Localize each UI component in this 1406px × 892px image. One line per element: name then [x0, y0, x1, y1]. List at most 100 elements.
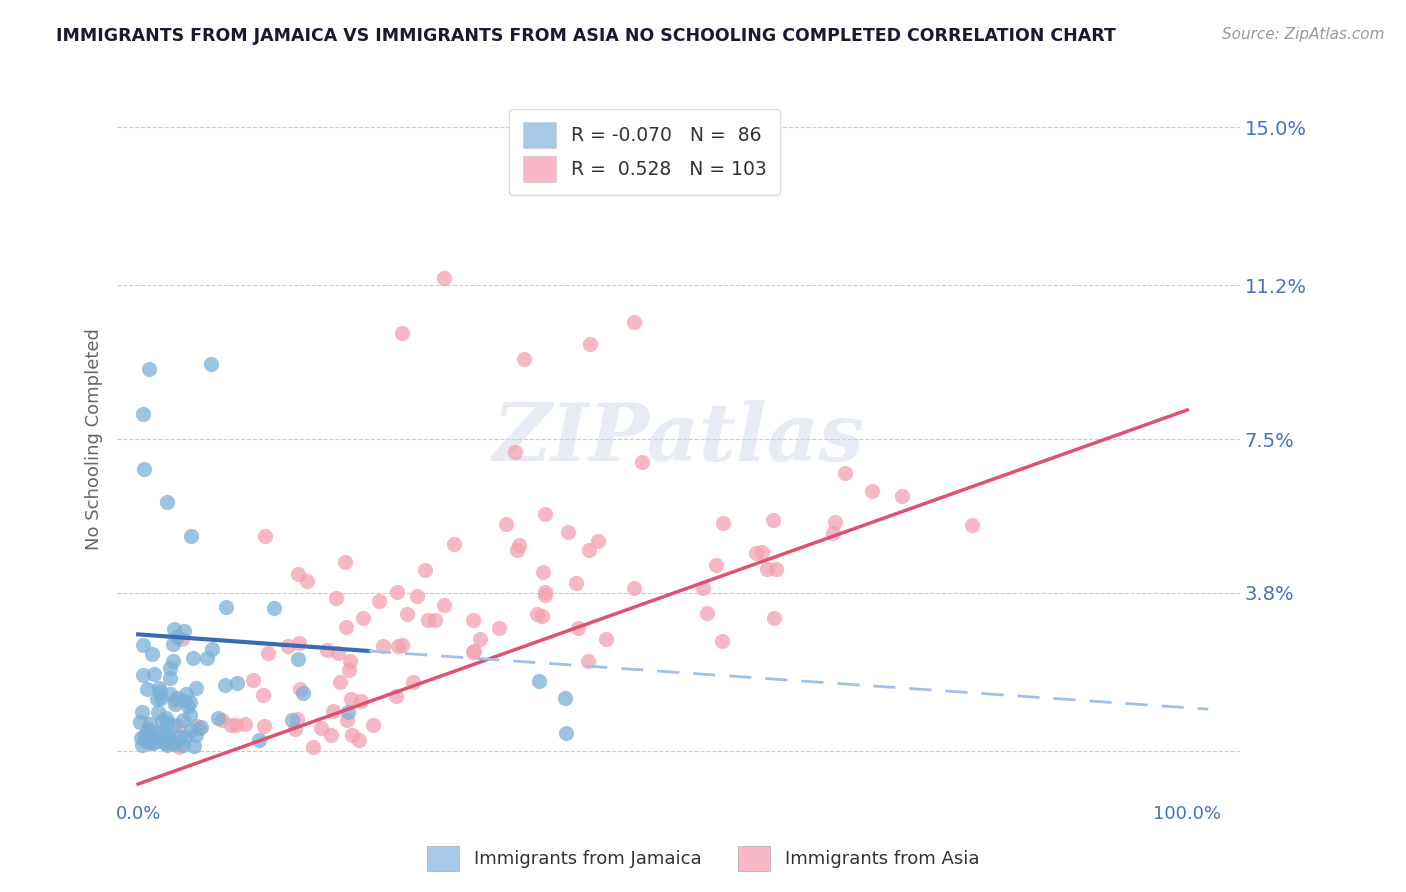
Point — [183, 739, 205, 753]
Point — [335, 620, 357, 634]
Point — [337, 663, 360, 677]
Point — [139, 736, 162, 750]
Point — [256, 647, 278, 661]
Point — [143, 666, 166, 681]
Point — [169, 719, 191, 733]
Point — [745, 546, 768, 560]
Point — [762, 611, 785, 625]
Point — [631, 455, 654, 469]
Point — [138, 724, 160, 739]
Point — [163, 622, 186, 636]
Point — [173, 694, 195, 708]
Point — [169, 730, 191, 744]
Point — [142, 736, 165, 750]
Point — [336, 713, 359, 727]
Point — [533, 585, 555, 599]
Point — [233, 716, 256, 731]
Point — [692, 581, 714, 595]
Point — [860, 483, 883, 498]
Point — [623, 581, 645, 595]
Point — [156, 495, 179, 509]
Point — [215, 600, 238, 615]
Point — [711, 633, 734, 648]
Point — [329, 675, 352, 690]
Point — [284, 722, 307, 736]
Point — [139, 734, 162, 748]
Point — [554, 691, 576, 706]
Point — [413, 563, 436, 577]
Point — [461, 645, 484, 659]
Point — [396, 607, 419, 622]
Point — [595, 632, 617, 647]
Point — [579, 337, 602, 351]
Point — [162, 654, 184, 668]
Point — [146, 691, 169, 706]
Point — [623, 315, 645, 329]
Point — [565, 575, 588, 590]
Point — [387, 639, 409, 653]
Point — [756, 562, 779, 576]
Point — [173, 713, 195, 727]
Point — [195, 650, 218, 665]
Point — [225, 718, 247, 732]
Point — [136, 728, 159, 742]
Point — [468, 632, 491, 646]
Point — [385, 585, 408, 599]
Point — [187, 721, 209, 735]
Point — [531, 609, 554, 624]
Point — [136, 682, 159, 697]
Legend: Immigrants from Jamaica, Immigrants from Asia: Immigrants from Jamaica, Immigrants from… — [420, 838, 986, 879]
Point — [751, 544, 773, 558]
Text: Source: ZipAtlas.com: Source: ZipAtlas.com — [1222, 27, 1385, 42]
Point — [186, 681, 208, 695]
Point — [135, 728, 157, 742]
Point — [163, 737, 186, 751]
Point — [297, 574, 319, 589]
Point — [201, 641, 224, 656]
Point — [425, 614, 447, 628]
Point — [214, 678, 236, 692]
Point — [165, 693, 187, 707]
Point — [136, 730, 159, 744]
Point — [824, 516, 846, 530]
Point — [242, 673, 264, 688]
Point — [288, 636, 311, 650]
Point — [132, 729, 155, 743]
Point — [172, 738, 194, 752]
Point — [292, 686, 315, 700]
Point — [325, 591, 347, 606]
Point — [823, 526, 845, 541]
Point — [405, 589, 427, 603]
Point — [149, 685, 172, 699]
Point — [263, 600, 285, 615]
Point — [179, 695, 201, 709]
Point — [349, 733, 371, 747]
Point — [129, 715, 152, 730]
Point — [391, 638, 413, 652]
Text: ZIPatlas: ZIPatlas — [492, 401, 865, 478]
Point — [534, 588, 557, 602]
Point — [150, 690, 173, 705]
Point — [287, 566, 309, 581]
Point — [166, 631, 188, 645]
Point — [150, 729, 173, 743]
Legend: R = -0.070   N =  86, R =  0.528   N = 103: R = -0.070 N = 86, R = 0.528 N = 103 — [509, 109, 780, 195]
Point — [156, 739, 179, 753]
Point — [503, 445, 526, 459]
Point — [136, 722, 159, 736]
Point — [132, 407, 155, 421]
Point — [337, 705, 360, 719]
Point — [891, 489, 914, 503]
Point — [179, 707, 201, 722]
Point — [132, 462, 155, 476]
Point — [180, 723, 202, 738]
Point — [132, 638, 155, 652]
Point — [170, 632, 193, 646]
Y-axis label: No Schooling Completed: No Schooling Completed — [86, 328, 103, 550]
Point — [350, 694, 373, 708]
Point — [129, 731, 152, 746]
Point — [226, 676, 249, 690]
Point — [156, 728, 179, 742]
Point — [148, 681, 170, 696]
Point — [280, 713, 302, 727]
